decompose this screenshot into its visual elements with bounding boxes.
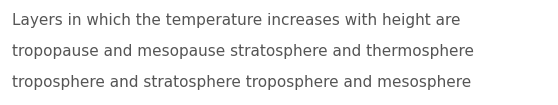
Text: Layers in which the temperature increases with height are: Layers in which the temperature increase… [12, 13, 461, 28]
Text: tropopause and mesopause stratosphere and thermosphere: tropopause and mesopause stratosphere an… [12, 44, 474, 59]
Text: troposphere and stratosphere troposphere and mesosphere: troposphere and stratosphere troposphere… [12, 75, 472, 90]
